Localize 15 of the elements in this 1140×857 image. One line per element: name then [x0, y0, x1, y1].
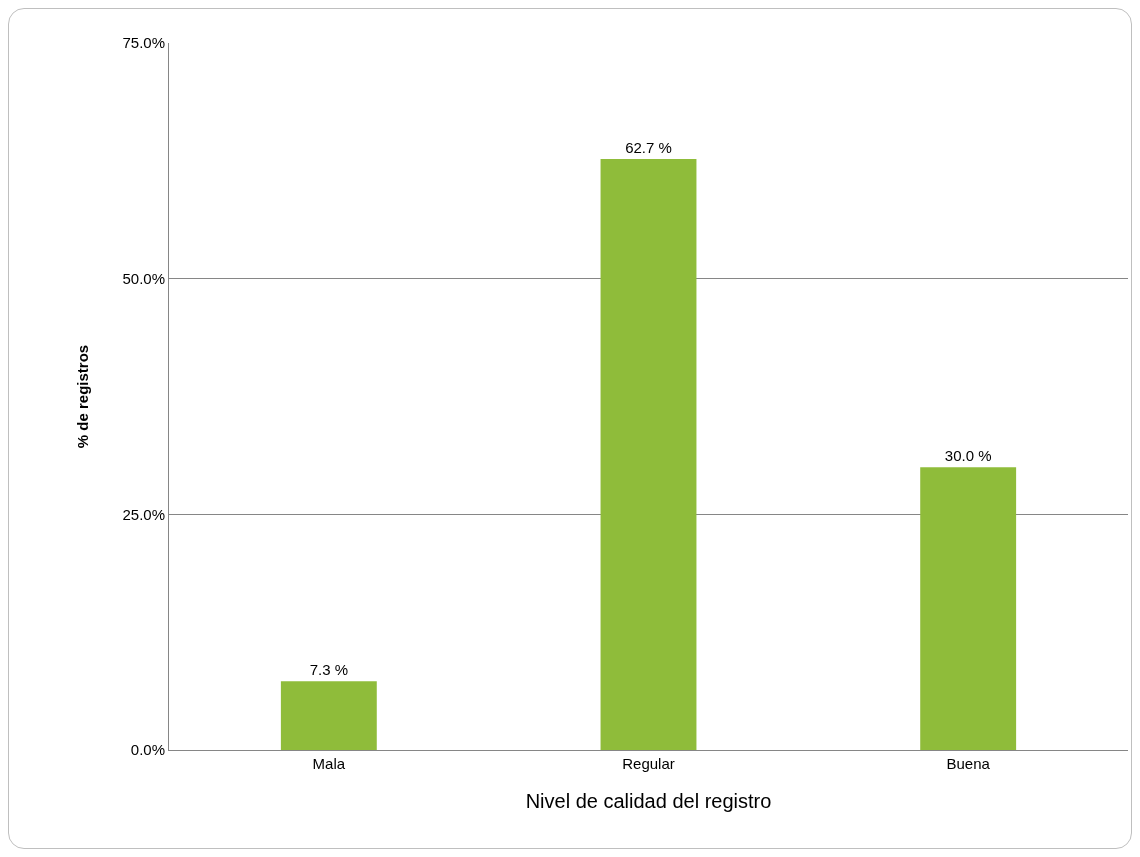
- data-label: 30.0 %: [944, 447, 992, 465]
- y-tick-label: 50.0%: [122, 269, 165, 287]
- bar: [280, 681, 377, 750]
- y-axis-title: % de registros: [73, 344, 91, 449]
- x-tick-label: Regular: [622, 755, 675, 772]
- x-tick-label: Buena: [946, 755, 991, 772]
- x-tick-label: Mala: [312, 755, 346, 772]
- x-axis-title: Nivel de calidad del registro: [525, 789, 772, 812]
- data-label: 62.7 %: [625, 138, 672, 156]
- bar: [920, 467, 1017, 750]
- y-tick-label: 75.0%: [122, 34, 165, 52]
- bar: [600, 158, 697, 750]
- y-tick-label: 0.0%: [130, 741, 165, 759]
- data-label: 7.3 %: [309, 661, 349, 679]
- y-tick-label: 25.0%: [122, 505, 165, 523]
